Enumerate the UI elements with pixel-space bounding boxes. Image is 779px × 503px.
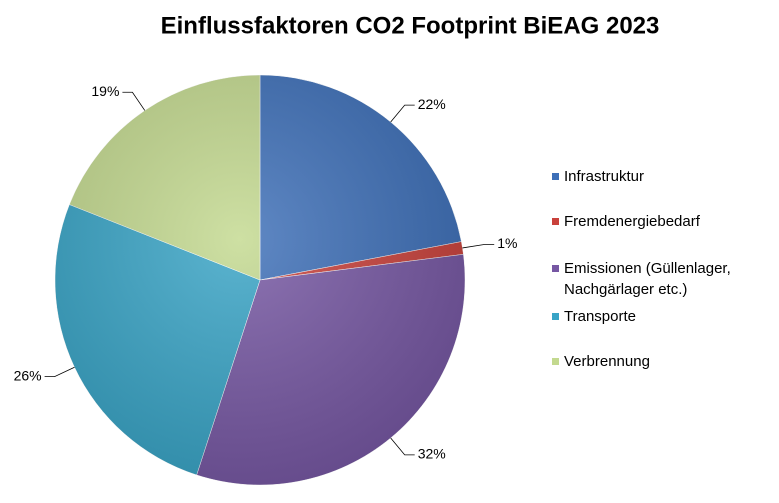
- legend-item: Emissionen (Güllenlager, Nachgärlager et…: [552, 258, 772, 300]
- chart-title: Einflussfaktoren CO2 Footprint BiEAG 202…: [161, 12, 660, 39]
- leader-line: [122, 91, 146, 111]
- data-label: 32%: [418, 446, 446, 462]
- legend-item: Infrastruktur: [552, 166, 772, 187]
- legend-label: Fremdenergiebedarf: [564, 213, 700, 230]
- legend-swatch: [552, 218, 559, 225]
- data-label: 19%: [91, 83, 119, 99]
- legend-item: Fremdenergiebedarf: [552, 211, 772, 232]
- data-label: 1%: [497, 235, 517, 251]
- legend-swatch: [552, 173, 559, 180]
- leader-line: [462, 244, 495, 249]
- legend-item: Transporte: [552, 306, 772, 327]
- leader-line: [390, 104, 415, 123]
- leader-line: [390, 437, 415, 456]
- legend-label: Transporte: [564, 308, 636, 325]
- data-label: 22%: [418, 96, 446, 112]
- legend-label: Infrastruktur: [564, 168, 645, 185]
- data-label: 26%: [14, 367, 42, 383]
- legend-label: Emissionen (Güllenlager, Nachgärlager et…: [564, 260, 731, 298]
- legend-item: Verbrennung: [552, 351, 772, 372]
- legend-swatch: [552, 265, 559, 272]
- legend-swatch: [552, 358, 559, 365]
- legend-swatch: [552, 313, 559, 320]
- leader-line: [44, 366, 75, 378]
- legend-label: Verbrennung: [564, 353, 650, 370]
